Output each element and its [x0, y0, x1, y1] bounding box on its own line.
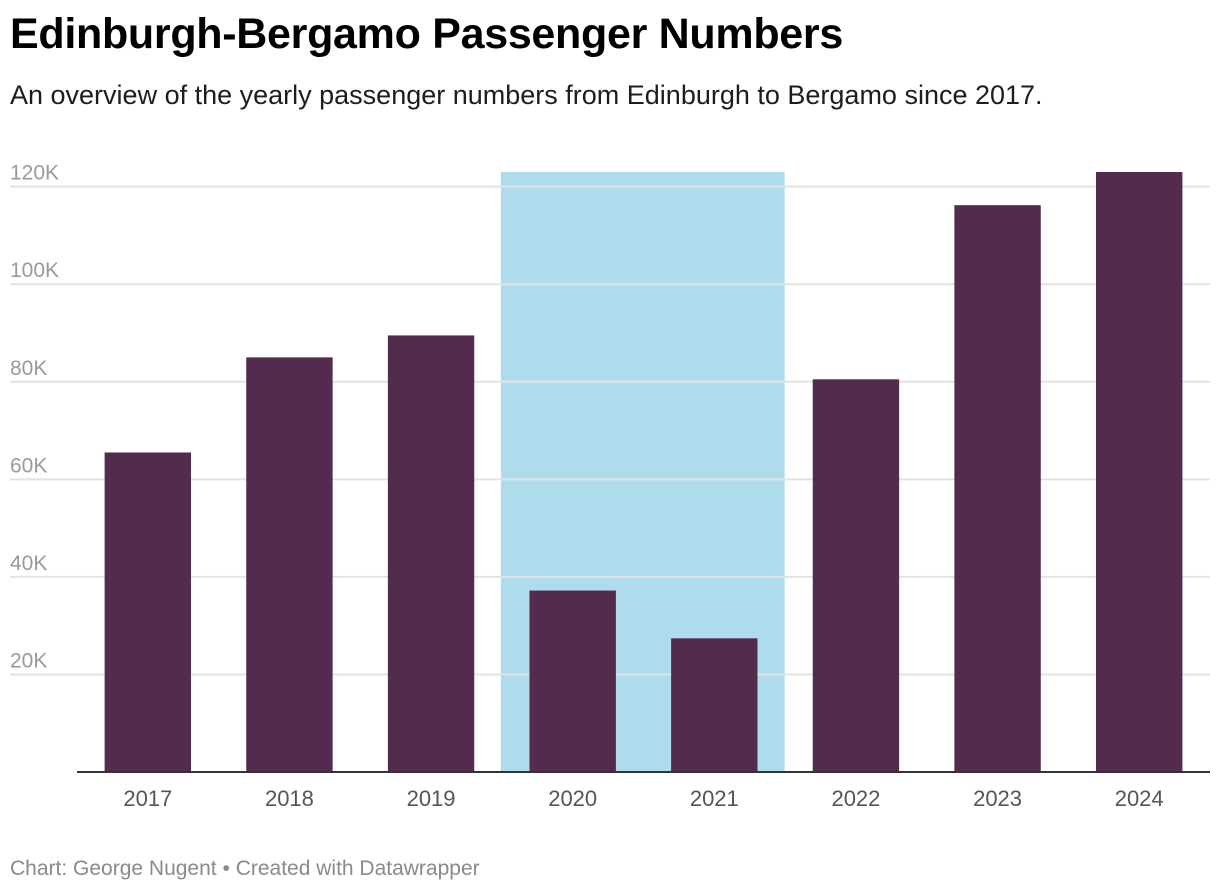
bar-layer — [104, 172, 1183, 773]
y-tick-label-120k: 120K — [10, 162, 59, 185]
chart-footer: Chart: George Nugent • Created with Data… — [10, 857, 480, 881]
bar-2020 — [529, 590, 616, 772]
y-tick-label-100k: 100K — [10, 259, 59, 282]
bar-2024 — [1095, 172, 1183, 772]
axis-layer: 20K 40K 60K 80K 100K 120K 2017 2018 2019 2020 2021… — [10, 162, 1210, 811]
x-tick-label-2023: 2023 — [973, 786, 1022, 811]
x-tick-label-2022: 2022 — [831, 786, 880, 811]
y-tick-label-20k: 20K — [10, 649, 47, 672]
footer-source-label: Chart: — [10, 857, 68, 880]
x-tick-label-2020: 2020 — [548, 786, 597, 811]
footer-tool: Created with Datawrapper — [235, 857, 480, 880]
footer-author: George Nugent — [73, 857, 217, 880]
bar-2017 — [104, 452, 192, 772]
chart-subtitle: An overview of the yearly passenger numb… — [10, 80, 1043, 110]
x-tick-label-2017: 2017 — [123, 786, 172, 811]
bar-2019 — [387, 335, 475, 772]
x-tick-label-2018: 2018 — [265, 786, 314, 811]
x-tick-label-2024: 2024 — [1115, 786, 1164, 811]
x-tick-label-2021: 2021 — [690, 786, 739, 811]
chart-title: Edinburgh-Bergamo Passenger Numbers — [10, 10, 843, 58]
bar-2018 — [246, 357, 333, 772]
bar-2022 — [812, 379, 900, 772]
bar-chart: 20K 40K 60K 80K 100K 120K 2017 2018 2019 2020 2021… — [10, 162, 1210, 811]
y-tick-label-60k: 60K — [10, 454, 47, 477]
footer-separator: • — [222, 857, 230, 880]
y-tick-label-40k: 40K — [10, 552, 47, 575]
bar-2023 — [954, 205, 1041, 773]
x-tick-label-2019: 2019 — [407, 786, 456, 811]
bar-2021 — [671, 638, 758, 772]
y-tick-label-80k: 80K — [10, 357, 47, 380]
